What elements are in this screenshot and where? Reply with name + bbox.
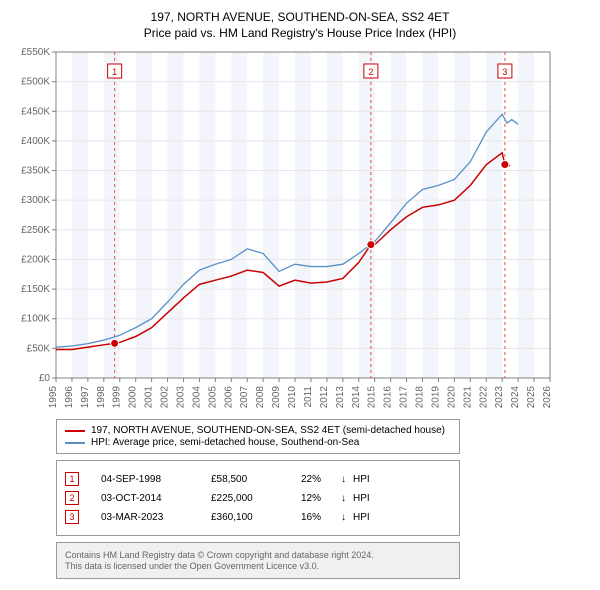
chart-title: 197, NORTH AVENUE, SOUTHEND-ON-SEA, SS2 …: [8, 10, 592, 24]
sale-hpi-label: HPI: [353, 493, 383, 504]
svg-text:3: 3: [502, 67, 507, 77]
sale-percent: 16%: [301, 512, 341, 523]
sale-hpi-label: HPI: [353, 474, 383, 485]
chart-container: 197, NORTH AVENUE, SOUTHEND-ON-SEA, SS2 …: [0, 0, 600, 587]
sale-price: £58,500: [211, 474, 301, 485]
svg-text:£400K: £400K: [21, 136, 50, 147]
svg-text:2010: 2010: [287, 386, 298, 408]
svg-text:2017: 2017: [399, 386, 410, 408]
svg-text:2012: 2012: [319, 386, 330, 408]
legend-label: 197, NORTH AVENUE, SOUTHEND-ON-SEA, SS2 …: [91, 425, 445, 436]
svg-text:£350K: £350K: [21, 166, 50, 177]
svg-text:2011: 2011: [303, 386, 314, 408]
sale-price: £225,000: [211, 493, 301, 504]
svg-text:£550K: £550K: [21, 48, 50, 58]
svg-text:2006: 2006: [223, 386, 234, 408]
sale-row: 2 03-OCT-2014£225,00012%↓HPI: [65, 491, 451, 505]
svg-text:£100K: £100K: [21, 314, 50, 325]
svg-text:2019: 2019: [430, 386, 441, 408]
svg-text:£300K: £300K: [21, 195, 50, 206]
svg-text:2009: 2009: [271, 386, 282, 408]
svg-text:£250K: £250K: [21, 225, 50, 236]
sale-row: 1 04-SEP-1998£58,50022%↓HPI: [65, 472, 451, 486]
title-block: 197, NORTH AVENUE, SOUTHEND-ON-SEA, SS2 …: [8, 10, 592, 40]
svg-text:2021: 2021: [462, 386, 473, 408]
sale-marker-icon: 3: [65, 510, 79, 524]
svg-text:2023: 2023: [494, 386, 505, 408]
svg-text:2020: 2020: [446, 386, 457, 408]
legend: 197, NORTH AVENUE, SOUTHEND-ON-SEA, SS2 …: [56, 419, 460, 454]
svg-text:1: 1: [112, 67, 117, 77]
sale-price: £360,100: [211, 512, 301, 523]
svg-text:2026: 2026: [542, 386, 553, 408]
svg-text:£500K: £500K: [21, 77, 50, 88]
svg-text:2007: 2007: [239, 386, 250, 408]
svg-text:1997: 1997: [80, 386, 91, 408]
sales-table: 104-SEP-1998£58,50022%↓HPI203-OCT-2014£2…: [56, 460, 460, 536]
svg-text:2013: 2013: [335, 386, 346, 408]
attribution-line: This data is licensed under the Open Gov…: [65, 561, 451, 571]
sale-marker-icon: 1: [65, 472, 79, 486]
svg-text:1996: 1996: [64, 386, 75, 408]
down-arrow-icon: ↓: [341, 512, 353, 523]
svg-text:2016: 2016: [383, 386, 394, 408]
svg-text:2000: 2000: [128, 386, 139, 408]
legend-item: HPI: Average price, semi-detached house,…: [65, 437, 451, 448]
legend-swatch: [65, 430, 85, 432]
svg-text:2005: 2005: [207, 386, 218, 408]
svg-text:1999: 1999: [112, 386, 123, 408]
legend-swatch: [65, 442, 85, 444]
svg-text:2004: 2004: [191, 386, 202, 408]
svg-text:2015: 2015: [367, 386, 378, 408]
down-arrow-icon: ↓: [341, 493, 353, 504]
chart-subtitle: Price paid vs. HM Land Registry's House …: [8, 26, 592, 40]
chart-area: £0 £50K £100K £150K £200K £250K £300K £350K £400…: [8, 48, 592, 413]
sale-date: 03-MAR-2023: [101, 512, 211, 523]
svg-text:2001: 2001: [144, 386, 155, 408]
svg-text:2: 2: [368, 67, 373, 77]
line-chart: £0 £50K £100K £150K £200K £250K £300K £350K £400…: [8, 48, 568, 408]
attribution: Contains HM Land Registry data © Crown c…: [56, 542, 460, 579]
svg-text:£50K: £50K: [27, 343, 51, 354]
svg-text:2014: 2014: [351, 386, 362, 408]
svg-text:£450K: £450K: [21, 106, 50, 117]
svg-text:2002: 2002: [160, 386, 171, 408]
sale-marker-icon: 2: [65, 491, 79, 505]
svg-text:1995: 1995: [48, 386, 59, 408]
svg-text:£200K: £200K: [21, 254, 50, 265]
legend-item: 197, NORTH AVENUE, SOUTHEND-ON-SEA, SS2 …: [65, 425, 451, 436]
down-arrow-icon: ↓: [341, 474, 353, 485]
svg-text:2003: 2003: [175, 386, 186, 408]
svg-text:2025: 2025: [526, 386, 537, 408]
svg-text:2018: 2018: [415, 386, 426, 408]
sale-date: 04-SEP-1998: [101, 474, 211, 485]
sale-date: 03-OCT-2014: [101, 493, 211, 504]
svg-text:£150K: £150K: [21, 284, 50, 295]
attribution-line: Contains HM Land Registry data © Crown c…: [65, 550, 451, 560]
sale-row: 3 03-MAR-2023£360,10016%↓HPI: [65, 510, 451, 524]
sale-percent: 12%: [301, 493, 341, 504]
svg-text:2008: 2008: [255, 386, 266, 408]
svg-text:1998: 1998: [96, 386, 107, 408]
svg-text:£0: £0: [39, 373, 51, 384]
svg-text:2024: 2024: [510, 386, 521, 408]
sale-hpi-label: HPI: [353, 512, 383, 523]
legend-label: HPI: Average price, semi-detached house,…: [91, 437, 359, 448]
svg-text:2022: 2022: [478, 386, 489, 408]
sale-percent: 22%: [301, 474, 341, 485]
